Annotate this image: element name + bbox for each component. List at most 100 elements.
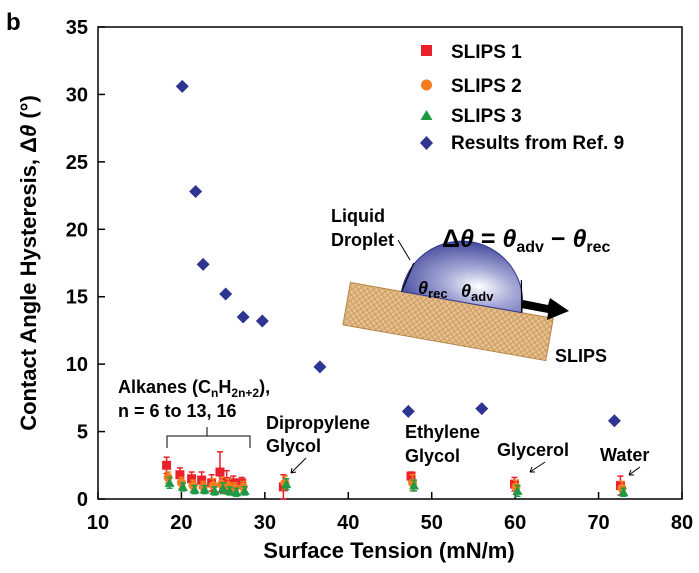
slips1-point	[406, 471, 416, 481]
y-tick-label: 30	[66, 84, 88, 106]
alkanes-label-line1: Alkanes (CnH2n+2),	[118, 377, 270, 400]
legend-marker-slips2	[421, 79, 432, 91]
y-tick-label: 0	[77, 489, 88, 511]
alkanes-bracket	[166, 427, 251, 448]
plot-frame	[97, 26, 683, 500]
x-tick-label: 80	[671, 512, 693, 534]
theta-rec-label: θrec	[418, 278, 448, 301]
slips3-point	[189, 484, 200, 494]
ref9-point	[313, 360, 327, 374]
x-tick-label: 40	[337, 512, 359, 534]
slips3-point	[512, 485, 523, 495]
inset-slips-label: SLIPS	[555, 346, 607, 366]
slips3-point	[177, 481, 188, 491]
ref9-point	[236, 310, 250, 324]
theta-rec-sub: rec	[428, 286, 448, 301]
slips1-point	[162, 460, 172, 470]
ref9-point	[255, 314, 269, 328]
ref9-point	[196, 257, 210, 271]
alkanes-label-line2: n = 6 to 13, 16	[118, 401, 237, 421]
dipropylene-label-line1: Dipropylene	[266, 413, 370, 433]
droplet-pointer-arrow	[397, 239, 411, 261]
eq-theta: θ	[460, 225, 474, 253]
water-label: Water	[600, 445, 649, 465]
eq-adv-sub: adv	[516, 239, 544, 256]
slips3-point	[164, 477, 175, 487]
axis-ticks: 10 20 30 40 50 60 70 80 0 5 10 15 20 25 30 35	[66, 17, 693, 534]
ref9-point	[475, 402, 489, 416]
legend-label-slips3: SLIPS 3	[451, 106, 522, 127]
ref9-point	[189, 185, 203, 199]
x-tick-label: 10	[87, 512, 109, 534]
alkanes-suffix: ),	[259, 377, 270, 397]
legend: SLIPS 1 SLIPS 2 SLIPS 3 Results from Ref…	[420, 42, 624, 154]
eq-rec-sub: rec	[586, 239, 610, 256]
annotations: Alkanes (CnH2n+2), n = 6 to 13, 16 Dipro…	[118, 377, 649, 476]
theta-rec-symbol: θ	[418, 278, 428, 298]
eq-minus: −	[544, 225, 573, 253]
alkanes-prefix: Alkanes (C	[118, 377, 211, 397]
eq-delta: Δ	[442, 225, 460, 253]
inset-droplet-label: Droplet	[331, 230, 394, 250]
panel-label: b	[6, 9, 21, 36]
x-tick-label: 60	[504, 512, 526, 534]
y-axis-label-prefix: Contact Angle Hysteresis, Δ	[16, 137, 41, 431]
rec-angle-line	[401, 262, 415, 292]
legend-marker-ref9	[420, 136, 433, 150]
ref9-point	[175, 79, 189, 93]
y-tick-label: 35	[66, 17, 88, 39]
data-points	[162, 79, 629, 500]
slips1-point	[175, 470, 185, 480]
alkanes-sub-n: n	[211, 386, 218, 400]
glycerol-arrow	[529, 461, 546, 473]
legend-label-ref9: Results from Ref. 9	[451, 133, 624, 154]
legend-marker-slips1	[421, 45, 432, 56]
slips3-point	[239, 485, 250, 495]
slips1-point	[215, 467, 225, 477]
slips3-point	[281, 479, 292, 489]
eq-theta-adv: θ	[502, 225, 516, 253]
theta-adv-sub: adv	[471, 289, 494, 304]
ethylene-label-line2: Glycol	[405, 446, 460, 466]
slips3-point	[217, 483, 228, 493]
dipropylene-arrow	[290, 457, 307, 474]
theta-adv-label: θadv	[461, 281, 494, 304]
ref9-point	[219, 287, 233, 301]
y-axis-label-theta: θ	[16, 125, 41, 137]
slips3-point	[209, 485, 220, 495]
eq-equals: =	[474, 225, 503, 253]
water-arrow	[628, 466, 641, 476]
eq-theta-rec: θ	[572, 225, 586, 253]
legend-label-slips1: SLIPS 1	[451, 42, 522, 63]
inset-equation: Δθ = θadv − θrec	[442, 225, 611, 256]
x-tick-label: 70	[587, 512, 609, 534]
alkanes-sub-2n2: 2n+2	[231, 386, 259, 400]
ethylene-label-line1: Ethylene	[405, 422, 480, 442]
dipropylene-label-line2: Glycol	[266, 436, 321, 456]
x-tick-label: 20	[170, 512, 192, 534]
glycerol-label: Glycerol	[497, 440, 569, 460]
ref9-point	[607, 414, 621, 428]
y-tick-label: 20	[66, 219, 88, 241]
slips1-point	[197, 475, 207, 485]
slips3-point	[231, 487, 242, 497]
slips3-point	[199, 484, 210, 494]
x-axis-label: Surface Tension (mN/m)	[263, 538, 514, 563]
slips1-point	[187, 474, 197, 484]
y-tick-label: 5	[77, 422, 88, 444]
slips-inset: Liquid Droplet Δθ = θadv − θrec θrec θad…	[331, 206, 611, 366]
slips3-point	[409, 480, 420, 490]
y-axis-label: Contact Angle Hysteresis, Δθ (°)	[16, 95, 41, 431]
legend-label-slips2: SLIPS 2	[451, 76, 522, 97]
alkanes-h: H	[218, 377, 231, 397]
slips3-point	[224, 485, 235, 495]
y-axis-label-suffix: (°)	[16, 95, 41, 125]
y-tick-label: 10	[66, 354, 88, 376]
ref9-point	[401, 404, 415, 418]
y-tick-label: 25	[66, 152, 88, 174]
legend-marker-slips3	[420, 110, 433, 120]
motion-arrow-icon	[521, 298, 569, 320]
slips3-point	[618, 487, 629, 497]
x-tick-label: 50	[421, 512, 443, 534]
